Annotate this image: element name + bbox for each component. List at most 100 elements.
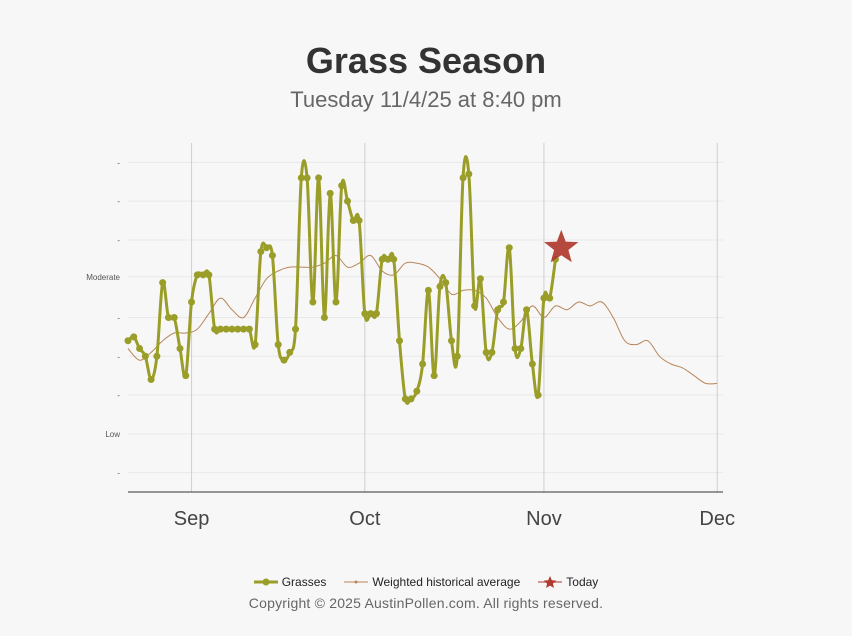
legend-item-historical[interactable]: Weighted historical average xyxy=(344,575,520,589)
grasses-point xyxy=(222,325,230,333)
grasses-point xyxy=(338,182,346,190)
legend-label-historical: Weighted historical average xyxy=(372,575,521,589)
grasses-point xyxy=(332,298,340,306)
grasses-point xyxy=(482,348,490,356)
grasses-point xyxy=(205,271,213,279)
grasses-point xyxy=(141,352,149,360)
grasses-point xyxy=(447,337,455,345)
grasses-point xyxy=(124,337,132,345)
grasses-point xyxy=(303,174,311,182)
y-tick-label: - xyxy=(117,236,120,245)
grasses-point xyxy=(268,251,276,259)
grasses-point xyxy=(523,306,531,314)
grasses-point xyxy=(234,325,242,333)
grasses-point xyxy=(505,244,513,252)
grasses-point xyxy=(349,217,357,225)
grasses-point xyxy=(361,310,369,318)
grasses-point xyxy=(280,356,288,364)
grasses-point xyxy=(136,345,144,353)
grasses-point xyxy=(390,255,398,263)
grasses-point xyxy=(170,314,178,321)
grasses-point xyxy=(263,244,271,252)
historical-average-line xyxy=(127,254,718,385)
grasses-line xyxy=(126,155,557,406)
grasses-point xyxy=(459,174,467,182)
grasses-point xyxy=(546,294,554,302)
grasses-point xyxy=(193,271,201,279)
grasses-point xyxy=(320,314,328,321)
grasses-point xyxy=(292,325,300,333)
grasses-point xyxy=(176,345,184,353)
grasses-point xyxy=(424,286,432,294)
grasses-point xyxy=(540,294,548,302)
grasses-point xyxy=(286,348,294,356)
legend-item-grasses[interactable]: Grasses xyxy=(253,575,326,589)
grasses-point xyxy=(182,372,190,380)
copyright-notice: Copyright © 2025 AustinPollen.com. All r… xyxy=(248,595,604,611)
grasses-point xyxy=(517,345,525,353)
y-tick-label: - xyxy=(117,469,120,478)
grasses-point xyxy=(407,395,415,403)
grasses-point xyxy=(130,333,138,341)
y-tick-label: - xyxy=(117,391,120,400)
y-tick-label: Moderate xyxy=(86,273,120,282)
chart-legend: Grasses Weighted historical average Toda… xyxy=(0,575,852,589)
y-tick-label: - xyxy=(117,197,120,206)
grasses-point xyxy=(326,189,334,197)
x-tick-label: Oct xyxy=(349,508,381,530)
page-title: Grass Season xyxy=(305,40,547,81)
grasses-point xyxy=(471,302,479,310)
grasses-point xyxy=(344,197,352,205)
grasses-point xyxy=(436,282,444,290)
grasses-point xyxy=(147,376,155,384)
grasses-point xyxy=(476,275,484,283)
grasses-point xyxy=(511,345,519,353)
y-tick-label: - xyxy=(117,352,120,361)
grasses-point xyxy=(211,325,219,333)
grasses-point xyxy=(401,395,409,403)
grasses-point xyxy=(164,314,172,321)
grasses-point xyxy=(257,248,265,256)
grasses-point xyxy=(430,372,438,380)
grasses-point xyxy=(153,352,161,360)
grasses-point xyxy=(355,217,363,225)
page-subtitle: Tuesday 11/4/25 at 8:40 pm xyxy=(290,87,562,112)
grasses-point xyxy=(396,337,404,345)
star-icon xyxy=(538,576,563,588)
legend-label-today: Today xyxy=(566,575,599,589)
grasses-point xyxy=(216,325,224,333)
historical-line-icon xyxy=(344,580,369,584)
grasses-point xyxy=(251,341,259,349)
grasses-point xyxy=(159,279,167,287)
grasses-point xyxy=(384,255,392,263)
x-tick-label: Dec xyxy=(699,508,735,530)
grasses-point xyxy=(297,174,305,182)
grasses-point xyxy=(488,348,496,356)
grasses-point xyxy=(453,352,461,360)
y-tick-label: - xyxy=(117,314,120,323)
grasses-point xyxy=(274,341,282,349)
grasses-point xyxy=(315,174,323,182)
x-tick-label: Nov xyxy=(526,508,562,530)
grasses-point xyxy=(528,360,536,368)
legend-item-today[interactable]: Today xyxy=(538,575,598,589)
y-tick-label: - xyxy=(117,158,120,167)
grasses-point xyxy=(367,310,375,318)
grasses-point xyxy=(228,325,236,333)
grasses-line-icon xyxy=(253,578,278,586)
grasses-point xyxy=(442,279,450,287)
grasses-point xyxy=(372,310,380,318)
grasses-point xyxy=(494,306,502,314)
grasses-point xyxy=(378,255,386,263)
grasses-point xyxy=(413,387,421,395)
grasses-point xyxy=(465,170,473,178)
y-tick-label: Low xyxy=(105,430,120,439)
x-tick-label: Sep xyxy=(174,508,210,530)
grasses-point xyxy=(419,360,427,368)
grasses-point xyxy=(240,325,248,333)
grasses-point xyxy=(499,298,507,306)
grasses-point xyxy=(188,298,196,306)
grasses-point xyxy=(199,271,207,279)
today-star-marker xyxy=(544,229,579,263)
